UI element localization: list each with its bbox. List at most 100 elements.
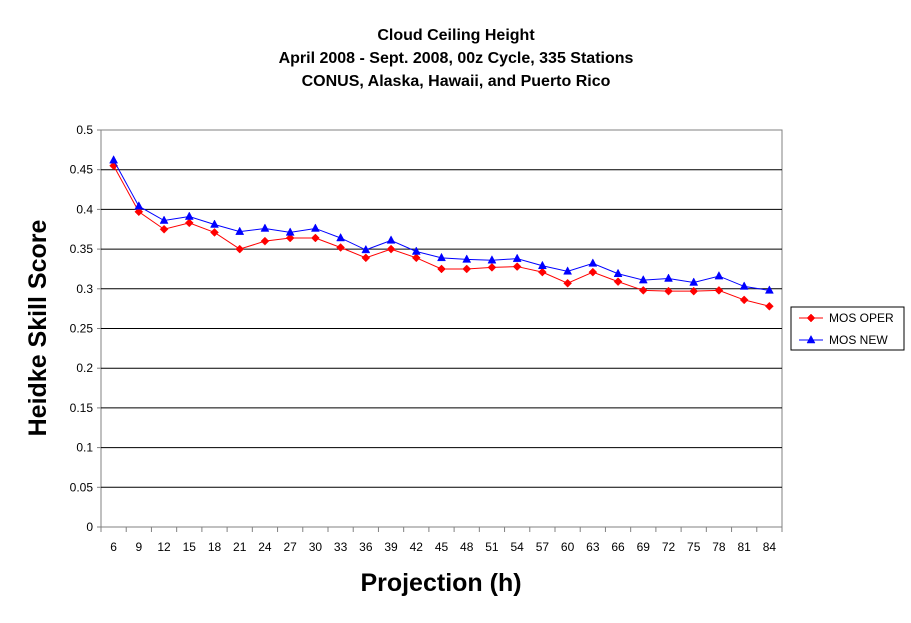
x-tick-label: 12 <box>157 540 171 554</box>
data-point <box>260 223 270 232</box>
data-point <box>537 260 547 270</box>
data-point <box>109 155 119 164</box>
x-tick-label: 30 <box>309 540 323 554</box>
x-tick-label: 15 <box>183 540 197 554</box>
data-point <box>361 244 371 254</box>
x-axis-title: Projection (h) <box>360 569 521 597</box>
legend-marker <box>806 313 816 323</box>
data-point <box>134 201 144 210</box>
data-point <box>386 235 396 244</box>
data-point <box>538 267 547 277</box>
x-tick-label: 36 <box>359 540 373 554</box>
y-tick-label: 0.4 <box>76 202 93 216</box>
x-tick-label: 54 <box>510 540 524 554</box>
x-tick-label: 66 <box>611 540 625 554</box>
data-point <box>210 228 219 237</box>
x-tick-label: 6 <box>110 540 117 554</box>
data-point <box>260 236 270 246</box>
chart-title-line-3: CONUS, Alaska, Hawaii, and Puerto Rico <box>302 73 611 90</box>
chart-title-line-1: Cloud Ceiling Height <box>377 27 535 44</box>
legend-item: MOS NEW <box>799 333 888 347</box>
data-point <box>462 254 472 263</box>
y-tick-label: 0.5 <box>76 123 93 137</box>
x-tick-label: 51 <box>485 540 499 554</box>
data-point <box>235 226 245 235</box>
data-point <box>638 286 648 295</box>
x-tick-label: 27 <box>283 540 297 554</box>
data-point <box>159 215 169 224</box>
legend-label: MOS NEW <box>829 333 888 347</box>
y-axis-tick-labels: 0 0.05 0.1 0.15 0.2 0.25 0.3 0.35 0.4 0.45 0.5 <box>70 123 101 534</box>
data-point <box>235 244 245 254</box>
x-tick-label: 69 <box>637 540 651 554</box>
y-axis-title: Heidke Skill Score <box>24 220 52 437</box>
data-point <box>764 285 774 294</box>
legend-marker <box>806 334 816 344</box>
data-point <box>285 233 295 243</box>
data-point <box>664 273 673 282</box>
data-point <box>714 271 724 280</box>
data-point <box>613 277 623 287</box>
legend: MOS OPER MOS NEW <box>790 306 905 351</box>
data-point <box>134 207 144 217</box>
data-point <box>311 233 320 243</box>
data-point <box>664 286 673 296</box>
x-tick-label: 39 <box>384 540 398 554</box>
data-point <box>462 264 472 274</box>
x-tick-label: 24 <box>258 540 272 554</box>
data-point <box>563 266 573 275</box>
data-point <box>159 224 169 234</box>
data-point <box>487 255 497 264</box>
x-tick-label: 78 <box>712 540 726 554</box>
x-tick-label: 84 <box>763 540 777 554</box>
data-point <box>184 218 194 228</box>
series-mos-new <box>109 155 774 294</box>
data-point <box>487 263 497 272</box>
x-tick-label: 75 <box>687 540 701 554</box>
x-tick-label: 63 <box>586 540 600 554</box>
x-tick-label: 18 <box>208 540 222 554</box>
x-tick-label: 81 <box>737 540 751 554</box>
data-point <box>411 253 421 263</box>
data-point <box>765 301 774 311</box>
data-point <box>739 295 749 305</box>
series-mos-oper <box>109 161 774 311</box>
x-tick-label: 33 <box>334 540 348 554</box>
data-point <box>386 244 396 254</box>
y-tick-label: 0.3 <box>76 282 93 296</box>
x-tick-label: 72 <box>662 540 676 554</box>
data-point <box>361 253 371 263</box>
x-tick-label: 45 <box>435 540 449 554</box>
x-tick-label: 42 <box>410 540 424 554</box>
data-point <box>184 211 194 220</box>
data-point <box>739 281 749 290</box>
data-point <box>336 232 346 242</box>
data-point <box>563 278 572 288</box>
x-tick-label: 57 <box>536 540 550 554</box>
chart-title-line-2: April 2008 - Sept. 2008, 00z Cycle, 335 … <box>279 50 634 67</box>
x-tick-label: 60 <box>561 540 575 554</box>
data-point <box>613 268 623 277</box>
data-point <box>210 219 219 228</box>
legend-label: MOS OPER <box>829 311 894 325</box>
y-tick-label: 0 <box>86 520 93 534</box>
data-point <box>714 286 724 295</box>
x-tick-label: 48 <box>460 540 474 554</box>
data-point <box>285 227 295 236</box>
chart-title: Cloud Ceiling Height April 2008 - Sept. … <box>279 27 634 90</box>
y-tick-label: 0.45 <box>70 163 94 177</box>
y-tick-label: 0.15 <box>70 401 94 415</box>
data-point <box>336 243 345 252</box>
data-point <box>512 253 522 262</box>
x-tick-label: 21 <box>233 540 247 554</box>
y-tick-label: 0.35 <box>70 242 94 256</box>
data-point <box>689 286 699 296</box>
legend-items: MOS OPER MOS NEW <box>799 311 894 347</box>
legend-item: MOS OPER <box>799 311 894 325</box>
y-tick-label: 0.05 <box>70 480 94 494</box>
data-point <box>310 223 320 232</box>
data-point <box>512 262 522 271</box>
data-point <box>437 264 446 274</box>
data-point <box>588 267 598 277</box>
